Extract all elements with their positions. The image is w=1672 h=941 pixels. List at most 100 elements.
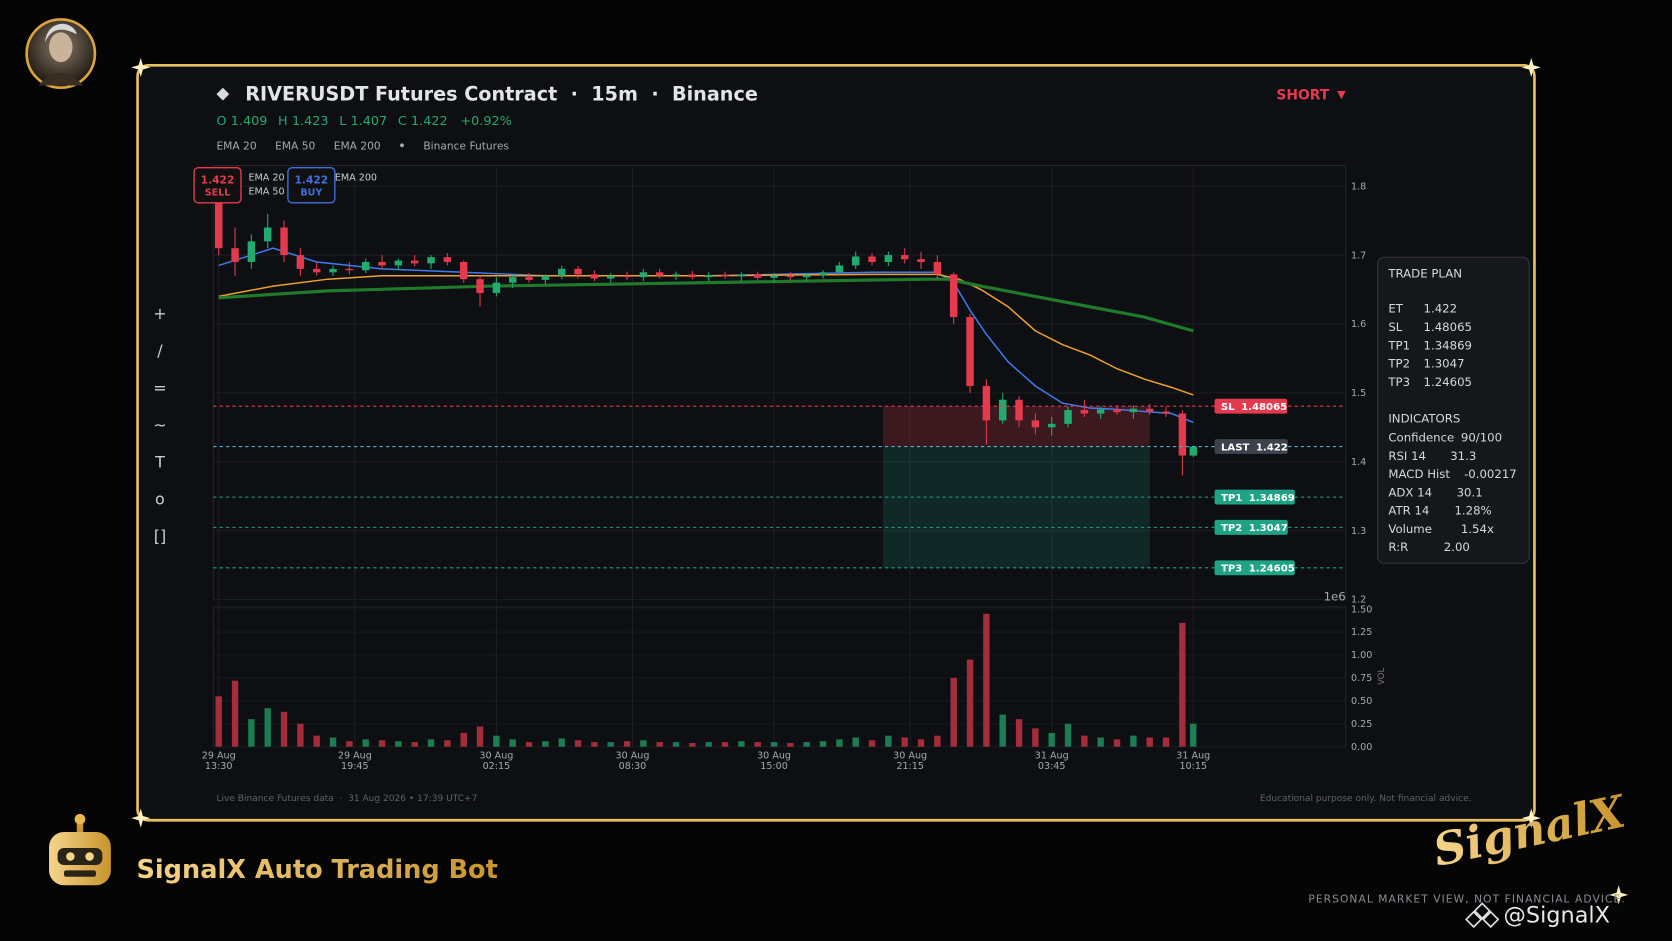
change: +0.92% [460,114,511,129]
volume-bar [1190,723,1197,747]
tool[interactable]: + [153,304,166,323]
ema-name: EMA 50 [275,140,315,153]
volume-bar [313,735,320,747]
y-tick-label: 0.00 [1351,742,1372,753]
volume-bar [738,741,745,747]
tool[interactable]: [] [154,527,166,546]
y-tick-label: 1.25 [1351,627,1372,638]
ema-legend-header: EMA 20 EMA 50 EMA 200 Binance Futures [216,140,509,153]
candle-body [802,275,811,278]
y-tick-label: 0.25 [1351,719,1372,730]
volume-bar [476,726,484,747]
source: Binance Futures [423,140,509,153]
candle-body [704,275,713,278]
volume-bar [983,613,990,747]
y-tick-label: 1.4 [1351,457,1366,468]
volume-bar [689,743,696,747]
level-tag-box [1214,519,1288,535]
plan-label: TP2 [1387,357,1410,371]
x-tick-label: 13:30 [205,761,233,772]
volume-bar [901,737,908,747]
candle-body [1145,408,1154,412]
indicator-label: ADX 14 [1388,485,1432,499]
level-tag: TP3 1.24605 [1214,560,1295,576]
candle-body [492,282,501,293]
volume-bar [656,742,663,747]
level-tag-box [1214,398,1288,414]
candle-body [949,274,958,318]
candle-body [1178,413,1187,456]
candle-body [900,255,909,260]
volume-bar [672,742,680,747]
tool[interactable]: ~ [153,415,166,434]
volume-bar [770,742,778,747]
ema-line [218,277,1194,333]
level-value: 1.34869 [1249,493,1295,504]
x-tick-label: 10:15 [1179,761,1207,772]
candle-body [851,256,860,266]
level-value: 1.24605 [1249,564,1295,575]
x-tick-label: 21:15 [896,761,924,772]
signal[interactable]: SHORT [1276,87,1329,103]
candle-body [574,268,582,275]
candle-body [721,275,729,277]
candle-body [1047,423,1056,428]
candle-body [1015,399,1023,421]
volume-bar [280,711,288,747]
y-tick-label: 1.6 [1351,319,1366,330]
x-tick-date: 30 Aug [757,750,791,761]
volume-bar [1048,732,1055,747]
tool[interactable]: = [153,378,166,397]
volume-bar [787,743,794,747]
x-tick-date: 31 Aug [1176,750,1210,761]
candle-body [819,272,827,276]
trade-plan-panel [1377,256,1530,564]
candle-body [590,274,599,279]
y-tick-label: 0.75 [1351,673,1372,684]
badge-price: 1.422 [201,174,235,187]
volume-bar [525,742,533,747]
volume-bar [362,739,369,747]
x-tick-label: 02:15 [483,761,511,772]
tool[interactable]: o [155,490,165,509]
candle-body [982,385,991,421]
candle-body [345,268,354,271]
candle-body [247,241,256,262]
level-name: TP3 [1221,564,1242,575]
volume-bar [917,739,925,747]
x-tick-label: 08:30 [619,761,647,772]
x-tick-date: 30 Aug [479,750,513,761]
candle-body [214,199,223,249]
volume-bar [966,659,974,747]
candle-body [329,268,337,273]
level-value: 1.422 [1256,442,1288,453]
candle-body [280,227,288,256]
volume-bar [444,740,451,747]
volume-bar [574,740,582,747]
plan-label: SL [1388,320,1402,334]
candle-body [835,265,844,273]
candle-body [1064,410,1072,424]
candle-body [998,399,1007,421]
indicator-label: Confidence [1388,431,1454,445]
tool[interactable]: T [154,453,165,472]
avatar [25,18,97,90]
candle-body [427,257,435,264]
separator [400,143,404,148]
volume-bar [264,708,271,747]
y-tick-label: 1.00 [1351,650,1372,661]
candle-body [296,255,305,269]
volume-bar [1130,735,1137,747]
volume-bar [231,680,239,747]
level-tag-text: TP3 1.24605 [1221,564,1295,575]
volume-bar [721,742,729,747]
toolbar: + / = ~ To [] [153,304,166,546]
x-tick-date: 29 Aug [202,750,236,761]
candle-body [688,274,697,278]
indicator-value: 1.54x [1461,522,1494,536]
y-tick-label: 1.8 [1351,181,1366,192]
handle-icon [1464,902,1500,929]
x-tick-label: 15:00 [760,761,788,772]
tool[interactable]: / [157,341,163,360]
volume-bar [999,714,1006,747]
